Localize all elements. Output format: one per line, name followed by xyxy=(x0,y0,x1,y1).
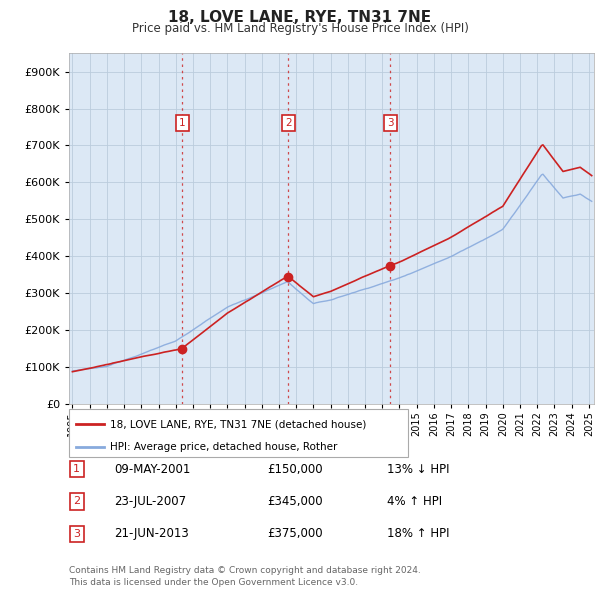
Text: 18, LOVE LANE, RYE, TN31 7NE (detached house): 18, LOVE LANE, RYE, TN31 7NE (detached h… xyxy=(110,419,366,429)
Text: 13% ↓ HPI: 13% ↓ HPI xyxy=(387,463,449,476)
Text: 2: 2 xyxy=(285,119,292,128)
Text: 1: 1 xyxy=(179,119,185,128)
Text: 1: 1 xyxy=(73,464,80,474)
Text: 2: 2 xyxy=(73,497,80,506)
Text: HPI: Average price, detached house, Rother: HPI: Average price, detached house, Roth… xyxy=(110,442,337,451)
Text: 09-MAY-2001: 09-MAY-2001 xyxy=(114,463,190,476)
Text: 3: 3 xyxy=(387,119,394,128)
Text: 21-JUN-2013: 21-JUN-2013 xyxy=(114,527,189,540)
Text: £375,000: £375,000 xyxy=(267,527,323,540)
Text: 23-JUL-2007: 23-JUL-2007 xyxy=(114,495,186,508)
Text: 18% ↑ HPI: 18% ↑ HPI xyxy=(387,527,449,540)
Text: 3: 3 xyxy=(73,529,80,539)
Text: 4% ↑ HPI: 4% ↑ HPI xyxy=(387,495,442,508)
Text: 18, LOVE LANE, RYE, TN31 7NE: 18, LOVE LANE, RYE, TN31 7NE xyxy=(169,10,431,25)
Text: £150,000: £150,000 xyxy=(267,463,323,476)
Text: Contains HM Land Registry data © Crown copyright and database right 2024.
This d: Contains HM Land Registry data © Crown c… xyxy=(69,566,421,587)
Text: £345,000: £345,000 xyxy=(267,495,323,508)
Text: Price paid vs. HM Land Registry's House Price Index (HPI): Price paid vs. HM Land Registry's House … xyxy=(131,22,469,35)
